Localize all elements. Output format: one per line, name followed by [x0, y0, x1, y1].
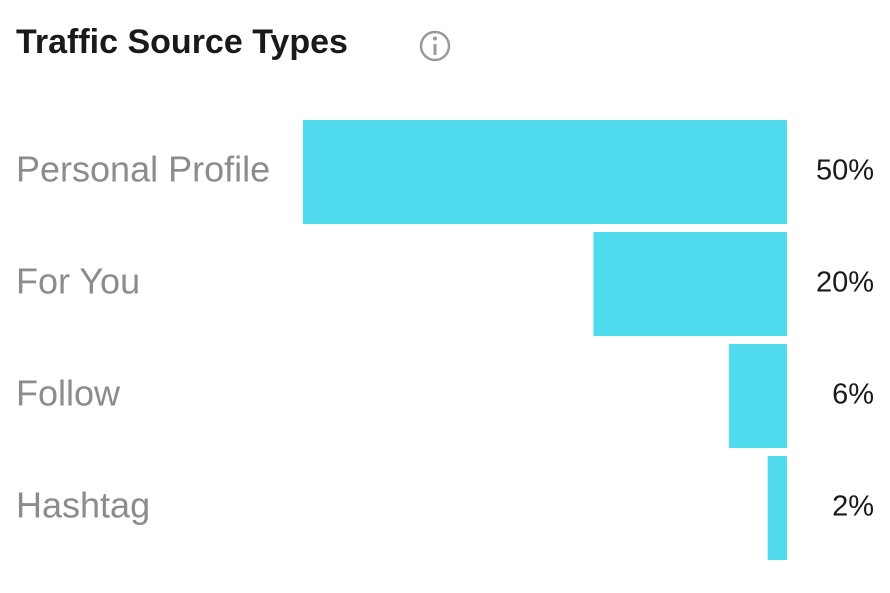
bar [728, 344, 787, 448]
value-label: 2% [832, 491, 874, 523]
value-label: 6% [832, 379, 874, 411]
value-label: 20% [816, 267, 874, 299]
bar [303, 120, 787, 224]
chart-title: Traffic Source Types [16, 23, 348, 61]
category-label: Hashtag [16, 485, 150, 526]
value-label: 50% [816, 155, 874, 187]
category-label: Follow [16, 373, 121, 414]
bar [593, 232, 787, 336]
info-icon[interactable] [419, 30, 451, 62]
bar [767, 456, 787, 560]
category-label: Personal Profile [16, 149, 270, 190]
category-label: For You [16, 261, 140, 302]
